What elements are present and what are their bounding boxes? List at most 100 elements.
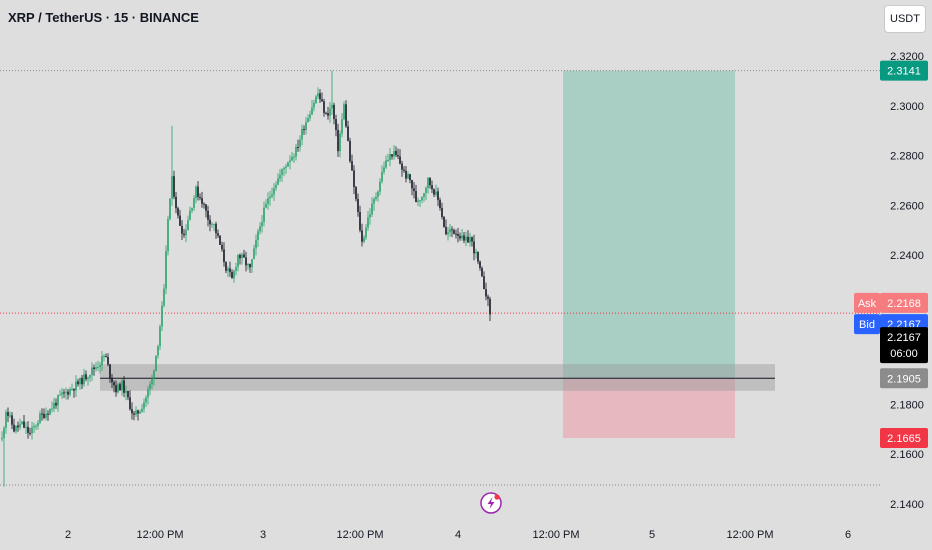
candle-body (243, 254, 245, 258)
candle-body (461, 235, 463, 239)
target-price-tag-value: 2.3141 (887, 66, 921, 78)
candle-body (351, 161, 353, 171)
candle-body (85, 374, 87, 380)
candle-body (313, 102, 315, 108)
candle-body (127, 390, 129, 398)
candle-body (401, 163, 403, 170)
candle-body (91, 367, 93, 375)
currency-button[interactable]: USDT (884, 5, 926, 33)
candle-body (455, 233, 457, 235)
candle-body (235, 267, 237, 271)
candle-body (145, 397, 147, 403)
candle-body (35, 425, 37, 427)
candle-body (25, 426, 27, 428)
y-tick-label: 2.1400 (890, 499, 924, 511)
candle-body (395, 150, 397, 156)
candle-body (439, 199, 441, 209)
candle-body (247, 264, 249, 266)
candle-body (95, 367, 97, 370)
candle-body (459, 235, 461, 239)
candle-body (431, 185, 433, 190)
candle-body (183, 233, 185, 236)
stop-price-tag-value: 2.1665 (887, 433, 921, 445)
candle-body (383, 167, 385, 172)
candle-body (213, 223, 215, 225)
last-price-tag-value: 2.2167 (887, 332, 921, 344)
support-zone[interactable] (100, 364, 775, 391)
candle-body (349, 140, 351, 162)
candle-body (483, 276, 485, 290)
candle-body (171, 176, 173, 199)
bid-label-bg (854, 314, 880, 335)
target-price-tag[interactable]: 2.3141 (880, 60, 928, 81)
candle-body (227, 268, 229, 271)
candle-body (325, 112, 327, 114)
candle-body (181, 225, 183, 234)
candle-body (137, 410, 139, 414)
candle-body (301, 129, 303, 140)
y-tick-label: 2.3000 (890, 101, 924, 113)
candle-body (141, 408, 143, 412)
ask-price-tag[interactable]: 2.2168 (880, 292, 928, 313)
profit-zone[interactable] (563, 70, 735, 379)
candle-body (373, 199, 375, 204)
candle-body (31, 427, 33, 434)
candle-body (175, 196, 177, 209)
candle-body (263, 207, 265, 222)
candle-body (443, 216, 445, 227)
candle-body (101, 356, 103, 365)
candle-body (89, 374, 91, 378)
candle-body (473, 241, 475, 254)
entry-price-tag-value: 2.1905 (887, 373, 921, 385)
candle-body (405, 170, 407, 179)
candle-body (303, 129, 305, 131)
candle-body (307, 118, 309, 123)
entry-price-tag[interactable]: 2.1905 (880, 368, 928, 389)
candle-body (217, 233, 219, 236)
candle-body (209, 219, 211, 225)
candle-body (275, 184, 277, 189)
candle-body (121, 380, 123, 391)
candle-body (9, 415, 11, 417)
candle-body (115, 385, 117, 393)
candle-body (281, 169, 283, 175)
candle-body (109, 364, 111, 378)
candle-body (279, 174, 281, 179)
candle-body (173, 176, 175, 197)
candle-body (21, 421, 23, 425)
candle-body (149, 384, 151, 390)
candle-body (251, 259, 253, 268)
candle-body (139, 411, 141, 414)
candle-body (367, 217, 369, 228)
candle-body (177, 208, 179, 216)
candle-body (341, 119, 343, 134)
candle-body (353, 170, 355, 188)
candle-body (329, 108, 331, 116)
candle-body (13, 424, 15, 432)
candle-body (453, 230, 455, 234)
candle-body (103, 355, 105, 357)
lightning-icon[interactable] (480, 492, 502, 514)
candle-body (37, 422, 39, 426)
candle-body (343, 104, 345, 120)
candle-body (69, 389, 71, 395)
x-tick-label: 3 (260, 529, 266, 541)
candle-body (475, 251, 477, 254)
loss-zone[interactable] (563, 378, 735, 439)
candle-body (203, 203, 205, 205)
candle-body (289, 160, 291, 163)
candle-body (73, 388, 75, 391)
candle-body (323, 101, 325, 113)
stop-price-tag[interactable]: 2.1665 (880, 428, 928, 449)
candle-body (449, 229, 451, 233)
candle-body (99, 364, 101, 367)
candle-body (375, 196, 377, 200)
candle-body (249, 264, 251, 268)
candle-body (207, 210, 209, 220)
candle-body (361, 230, 363, 242)
last-price-tag[interactable]: 2.2167 06:00 (880, 327, 928, 364)
candle-body (231, 272, 233, 279)
candle-body (41, 413, 43, 415)
candle-body (159, 326, 161, 347)
